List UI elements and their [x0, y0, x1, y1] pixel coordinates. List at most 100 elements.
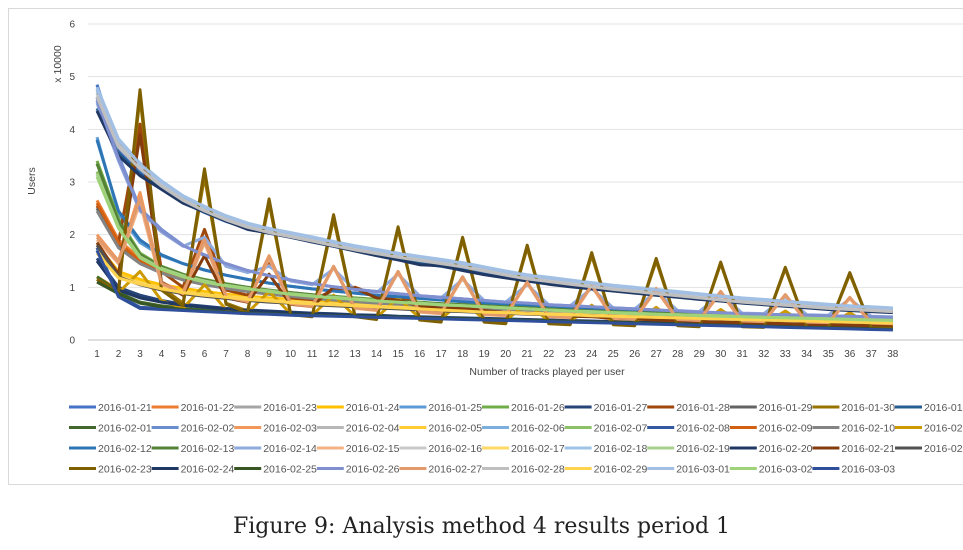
legend-label: 2016-03-03 [841, 464, 895, 476]
series-line [95, 176, 893, 322]
x-tick-label: 38 [887, 349, 899, 360]
series-line [95, 252, 893, 325]
x-tick-label: 20 [500, 349, 512, 360]
legend-label: 2016-02-29 [594, 464, 648, 476]
legend-label: 2016-02-07 [594, 423, 648, 435]
x-tick-label: 1 [94, 349, 100, 360]
legend-label: 2016-02-11 [924, 423, 963, 435]
legend-label: 2016-02-14 [263, 443, 317, 455]
x-tick-label: 28 [672, 349, 684, 360]
legend-label: 2016-02-09 [759, 423, 813, 435]
series-line [95, 87, 893, 310]
series-line [95, 99, 893, 319]
x-tick-label: 30 [715, 349, 727, 360]
x-tick-label: 12 [328, 349, 340, 360]
y-tick-label: 3 [69, 178, 75, 189]
legend-label: 2016-02-03 [263, 423, 317, 435]
x-tick-label: 36 [844, 349, 856, 360]
x-tick-label: 22 [543, 349, 555, 360]
legend-label: 2016-02-25 [263, 464, 317, 476]
legend-label: 2016-02-21 [841, 443, 895, 455]
x-tick-label: 27 [651, 349, 663, 360]
legend-label: 2016-02-17 [511, 443, 565, 455]
legend-label: 2016-02-15 [346, 443, 400, 455]
legend-label: 2016-01-29 [759, 402, 813, 414]
y-axis-title: Users [26, 167, 38, 194]
x-tick-label: 37 [866, 349, 878, 360]
series-lines [95, 84, 893, 332]
x-tick-label: 15 [393, 349, 405, 360]
x-tick-label: 2 [116, 349, 122, 360]
y-tick-label: 0 [69, 336, 75, 347]
legend-label: 2016-01-31 [924, 402, 963, 414]
chart-container: 0 1 2 3 4 5 6 1 2 3 4 5 6 7 8 9 10 11 12 13 14 15 16 17 18 19 20 21… [8, 8, 963, 485]
legend-label: 2016-02-05 [428, 423, 482, 435]
x-tick-label: 3 [137, 349, 143, 360]
x-tick-label: 26 [629, 349, 641, 360]
figure-caption: Figure 9: Analysis method 4 results peri… [232, 514, 731, 539]
legend-label: 2016-01-28 [676, 402, 730, 414]
x-tick-label: 8 [245, 349, 251, 360]
legend-label: 2016-01-25 [428, 402, 482, 414]
x-tick-label: 35 [823, 349, 835, 360]
x-tick-label: 33 [780, 349, 792, 360]
x-tick-label: 10 [285, 349, 297, 360]
legend-label: 2016-02-02 [181, 423, 235, 435]
x-tick-label: 16 [414, 349, 426, 360]
legend-label: 2016-01-24 [346, 402, 400, 414]
y-tick-label: 2 [69, 230, 75, 241]
legend-label: 2016-02-13 [181, 443, 235, 455]
series-line [95, 249, 893, 332]
legend-label: 2016-02-01 [98, 423, 152, 435]
x-tick-label: 32 [758, 349, 770, 360]
x-tick-label: 24 [586, 349, 598, 360]
legend-label: 2016-02-06 [511, 423, 565, 435]
x-tick-label: 25 [608, 349, 620, 360]
legend-label: 2016-02-24 [181, 464, 235, 476]
x-tick-label: 4 [159, 349, 165, 360]
legend-label: 2016-02-26 [346, 464, 400, 476]
y-tick-label: 4 [69, 125, 75, 136]
x-tick-label: 21 [522, 349, 534, 360]
x-tick-label: 34 [801, 349, 813, 360]
x-tick-label: 9 [266, 349, 272, 360]
x-tick-label: 19 [479, 349, 491, 360]
x-tick-label: 31 [737, 349, 749, 360]
x-tick-label: 17 [436, 349, 448, 360]
series-line [95, 96, 893, 314]
x-tick-label: 18 [457, 349, 469, 360]
legend-label: 2016-02-08 [676, 423, 730, 435]
legend-label: 2016-03-02 [759, 464, 813, 476]
x-tick-label: 29 [694, 349, 706, 360]
legend-label: 2016-02-23 [98, 464, 152, 476]
legend-label: 2016-02-04 [346, 423, 400, 435]
x-tick-label: 6 [202, 349, 208, 360]
series-line [95, 139, 893, 320]
x-axis-title: Number of tracks played per user [469, 366, 625, 378]
y-tick-label: 6 [69, 20, 75, 31]
legend-label: 2016-01-21 [98, 402, 152, 414]
legend-label: 2016-02-16 [428, 443, 482, 455]
x-tick-label: 13 [350, 349, 362, 360]
legend-label: 2016-02-10 [841, 423, 895, 435]
legend-label: 2016-01-30 [841, 402, 895, 414]
y-multiplier-label: x 10000 [52, 45, 64, 83]
y-tick-label: 5 [69, 72, 75, 83]
x-tick-label: 14 [371, 349, 383, 360]
series-line [95, 136, 893, 320]
legend-label: 2016-02-28 [511, 464, 565, 476]
legend-label: 2016-02-22 [924, 443, 963, 455]
y-tick-label: 1 [69, 283, 75, 294]
legend-label: 2016-02-19 [676, 443, 730, 455]
x-tick-label: 7 [223, 349, 229, 360]
x-tick-label: 23 [565, 349, 577, 360]
legend-label: 2016-01-27 [594, 402, 648, 414]
legend-label: 2016-02-20 [759, 443, 813, 455]
legend-label: 2016-02-27 [428, 464, 482, 476]
x-tick-label: 5 [180, 349, 186, 360]
legend-label: 2016-01-22 [181, 402, 235, 414]
legend-label: 2016-02-12 [98, 443, 152, 455]
legend-label: 2016-02-18 [594, 443, 648, 455]
